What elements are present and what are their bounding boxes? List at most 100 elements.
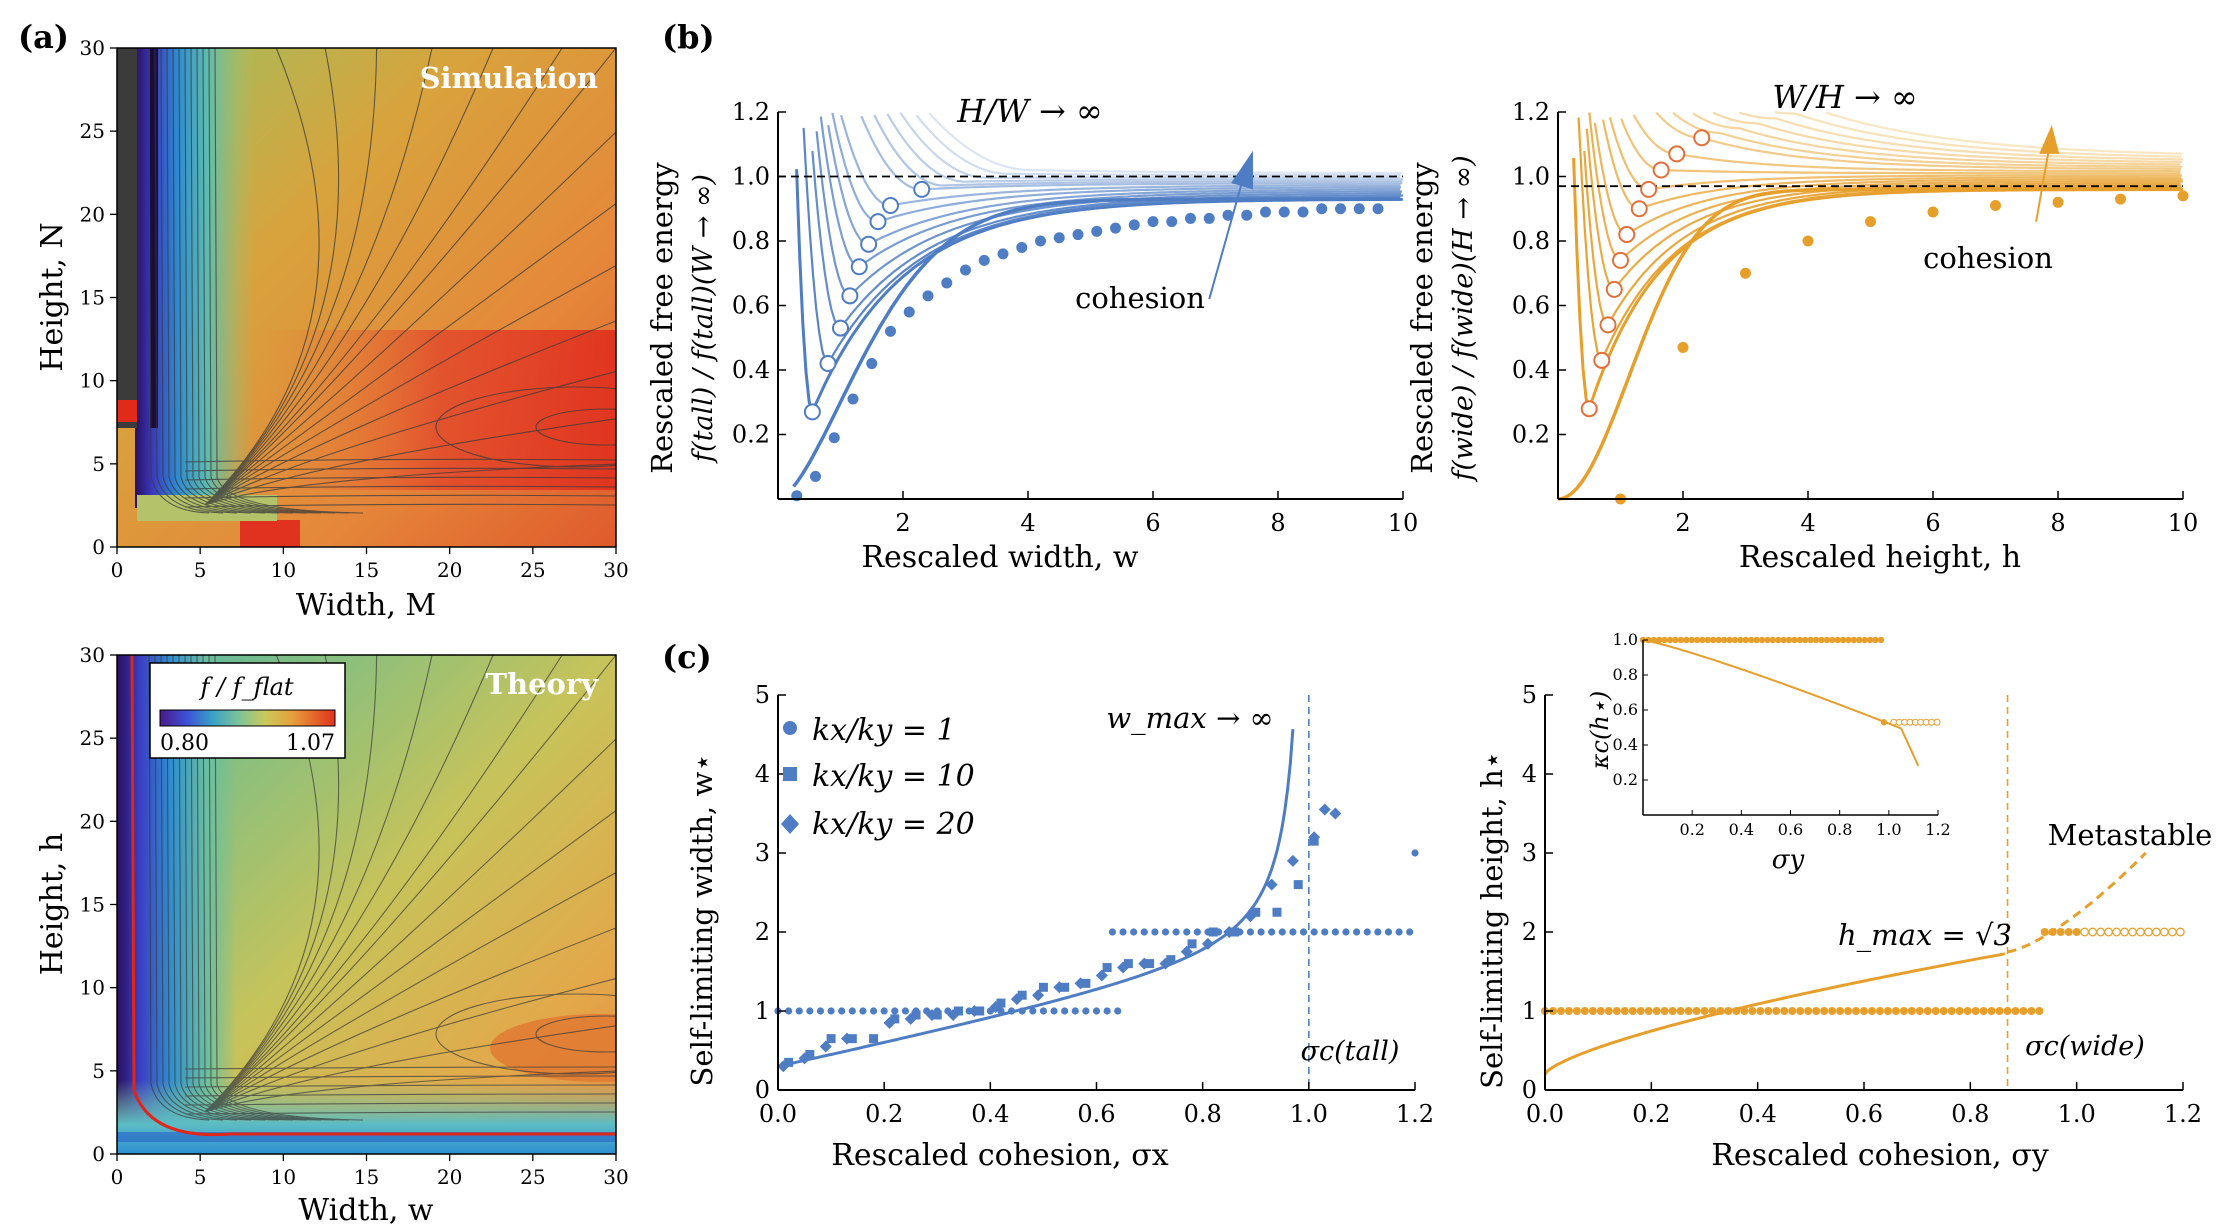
b-left-data-point	[1185, 212, 1196, 224]
contour-line	[204, 872, 616, 1113]
inset-point	[1699, 636, 1706, 644]
inset-xlabel: σy	[1772, 845, 1805, 875]
contour-line	[204, 203, 616, 506]
c-left-point-circle	[1299, 928, 1308, 936]
c-right-point	[1620, 1007, 1629, 1015]
c-left-point-circle	[1321, 928, 1329, 936]
b-right-data-point	[1677, 341, 1689, 353]
b-left-minimum-marker	[832, 319, 849, 337]
c-right-critical-label: σc(wide)	[2025, 1031, 2145, 1062]
contour-line	[204, 655, 378, 1113]
b-left-curve	[928, 112, 1402, 175]
inset-x-tick-label: 0.4	[1729, 820, 1754, 839]
contour-line	[204, 131, 616, 506]
x-tick-label: 0.0	[1526, 1100, 1564, 1128]
b-right-arrow-shaft	[2035, 150, 2050, 222]
y-tick-label: 15	[80, 286, 105, 310]
contour-line	[204, 48, 378, 506]
b-right-data-point	[1865, 216, 1876, 228]
b-right-minimum-marker	[1605, 280, 1623, 298]
contour-line	[184, 1102, 616, 1106]
x-tick-label: 0.0	[759, 1100, 797, 1128]
c-right-point	[1828, 1007, 1837, 1015]
c-left-point-circle	[1363, 928, 1371, 936]
c-right-open-point	[2167, 927, 2177, 937]
b-right-minimum-marker	[1618, 226, 1636, 244]
x-tick-label: 4	[1020, 509, 1035, 537]
c-left-point-circle	[859, 1007, 867, 1015]
c-right-point	[1947, 1007, 1956, 1015]
c-left-point-square	[1038, 982, 1048, 992]
c-left-point-diamond	[1095, 969, 1108, 982]
c-left-ylabel: Self-limiting width, w⋆	[685, 754, 719, 1087]
y-tick-label: 20	[80, 202, 105, 226]
c-right-point	[1660, 1007, 1669, 1015]
c-left-point-circle	[1114, 1007, 1122, 1015]
contour-line	[178, 655, 280, 1121]
contour-line	[202, 655, 336, 1121]
b-left-data-point	[885, 325, 896, 337]
c-left-point-diamond	[968, 1005, 981, 1017]
c-right-point	[1899, 1007, 1908, 1015]
c-left-point-circle	[795, 1007, 803, 1015]
b-right-ylabel-bottom: f(wide) / f(wide)(H → ∞)	[1448, 155, 1479, 482]
x-tick-label: 8	[1270, 509, 1285, 537]
b-left-data-point	[1128, 219, 1140, 231]
b-left-data-point	[847, 393, 859, 405]
inset-y-tick-label: 1.0	[1613, 630, 1638, 649]
inset-x-tick-label: 1.2	[1925, 820, 1950, 839]
y-tick-label: 0.6	[732, 292, 770, 320]
inset-point	[1780, 636, 1787, 644]
b-left-data-point	[810, 470, 821, 482]
c-left-point-circle	[1257, 928, 1265, 936]
c-right-point	[1955, 1007, 1964, 1015]
b-right-minimum-marker	[1668, 145, 1686, 163]
c-right-point	[1556, 1007, 1565, 1015]
contour-line	[184, 458, 616, 463]
b-left-arrow-head	[1231, 150, 1253, 190]
inset-point	[1645, 636, 1652, 644]
b-left-data-point	[1222, 209, 1234, 221]
b-right-curve	[1632, 114, 2181, 173]
c-left-point-diamond	[925, 1008, 938, 1021]
x-tick-label: 0.2	[865, 1100, 903, 1128]
y-tick-label: 3	[755, 839, 770, 867]
inset-point	[1683, 636, 1690, 644]
c-left-point-square	[826, 1034, 836, 1044]
c-left-point-square	[1272, 907, 1282, 917]
contour-line	[184, 1075, 616, 1079]
panel-label-a: (a)	[18, 18, 69, 56]
theory-ylabel: Height, h	[35, 833, 70, 976]
c-right-point	[1836, 1007, 1845, 1015]
inset-point	[1769, 636, 1777, 644]
b-left-chart: 2 4 6 8 10 0.2 0.4 0.6 0.8 1.0 1.2	[732, 98, 1418, 537]
b-left-curve	[827, 125, 1400, 246]
contour-line	[204, 418, 616, 506]
c-left-point-diamond	[1265, 878, 1278, 891]
c-right-hmax-label: h_max = √3	[1838, 918, 2012, 953]
b-left-title: H/W → ∞	[956, 92, 1102, 130]
c-right-open-point	[2151, 927, 2161, 937]
colorbar-max: 1.07	[286, 731, 335, 756]
b-left-data-point	[922, 290, 934, 302]
c-left-point-circle	[1353, 928, 1361, 936]
c-right-open-point	[2096, 927, 2106, 937]
y-tick-label: 25	[80, 119, 105, 143]
b-left-data-point	[828, 432, 840, 444]
inset-point	[1704, 636, 1712, 644]
c-right-point	[1796, 1007, 1805, 1015]
b-right-data-point	[2115, 193, 2126, 205]
y-tick-label: 1.2	[1512, 98, 1550, 126]
y-tick-label: 1.2	[732, 98, 770, 126]
inset-point	[1796, 636, 1804, 644]
b-left-data-point	[1353, 203, 1365, 215]
b-right-curve	[1738, 111, 2184, 161]
x-tick-label: 1.0	[1290, 1100, 1328, 1128]
y-tick-label: 30	[80, 643, 105, 667]
contour-line	[204, 655, 616, 1113]
x-tick-label: 0	[111, 558, 124, 582]
c-right-point	[2072, 928, 2081, 936]
x-tick-label: 30	[603, 1165, 628, 1189]
inset-point	[1818, 636, 1825, 644]
contour-line	[204, 655, 563, 1113]
